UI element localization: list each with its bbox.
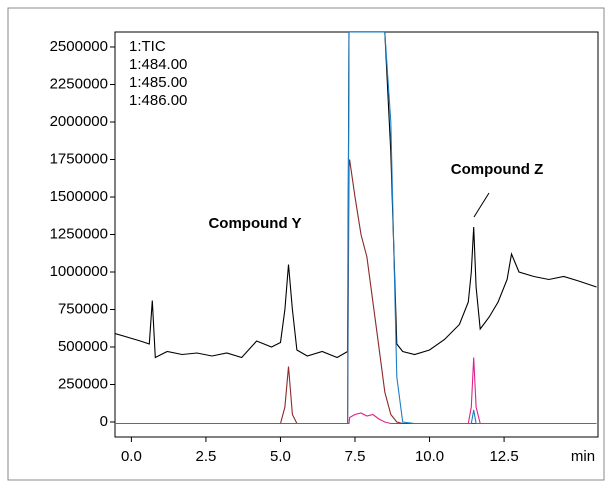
y-tick-label: 1750000 — [50, 150, 108, 167]
y-tick-label: 1500000 — [50, 188, 108, 205]
frame — [7, 7, 605, 481]
y-tick-label: 2000000 — [50, 113, 108, 130]
y-tick-label: 0 — [100, 413, 108, 430]
annotation: Compound Z — [451, 161, 543, 178]
legend-entry: 1:486.00 — [129, 92, 187, 109]
annotation: Compound Y — [208, 215, 301, 232]
series-line — [115, 159, 597, 425]
y-tick-label: 250000 — [58, 375, 108, 392]
legend-entry: 1:TIC — [129, 38, 166, 55]
y-tick-label: 500000 — [58, 338, 108, 355]
y-tick-label: 1250000 — [50, 225, 108, 242]
y-tick-label: 1000000 — [50, 263, 108, 280]
legend-entry: 1:484.00 — [129, 56, 187, 73]
x-tick-label: 0.0 — [121, 448, 142, 465]
series-line — [115, 32, 597, 425]
annotation-leader — [473, 192, 490, 218]
plot-lines — [115, 32, 597, 425]
x-tick-label: 12.5 — [489, 448, 518, 465]
x-tick-label: 10.0 — [415, 448, 444, 465]
legend-entry: 1:485.00 — [129, 74, 187, 91]
y-tick-label: 2250000 — [50, 75, 108, 92]
y-tick-label: 2500000 — [50, 38, 108, 55]
x-tick-label: 7.5 — [345, 448, 366, 465]
plot-area — [114, 31, 599, 438]
series-line — [115, 357, 597, 425]
series-line — [115, 32, 597, 359]
x-tick-label: 5.0 — [270, 448, 291, 465]
x-axis-unit: min — [571, 448, 595, 465]
x-tick-label: 2.5 — [196, 448, 217, 465]
y-tick-label: 750000 — [58, 300, 108, 317]
